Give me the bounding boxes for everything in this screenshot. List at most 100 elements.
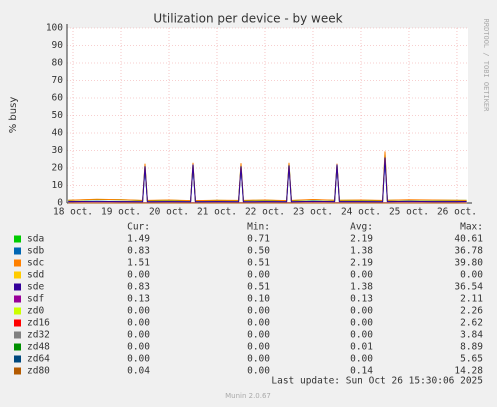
legend-label: sda [27,234,44,245]
legend-stat: 0.14 [350,366,373,377]
legend-swatch [14,295,21,303]
y-tick-label: 70 [52,75,64,86]
legend-swatch [14,259,21,267]
legend-label: sdc [27,258,44,269]
series-line [68,157,467,203]
legend-stat: 0.00 [127,318,150,329]
legend-stat: 0.51 [247,258,270,269]
legend-stat: 0.00 [247,366,270,377]
legend-swatch [14,331,21,339]
legend-stat: 39.80 [454,258,483,269]
legend-swatch [14,343,21,351]
legend-stat: 5.65 [460,354,483,365]
legend-stat: 40.61 [454,234,483,245]
footer: Munin 2.0.67 [225,392,271,400]
last-update: Last update: Sun Oct 26 15:30:06 2025 [271,376,483,387]
y-tick-label: 0 [57,198,63,209]
legend-label: sde [27,282,44,293]
legend-stat: 2.11 [460,294,483,305]
legend-stat: 2.62 [460,318,483,329]
legend-stat: 0.13 [350,294,373,305]
legend-stat: 0.00 [247,354,270,365]
legend-stat: 8.89 [460,342,483,353]
y-tick-label: 100 [46,23,63,34]
chart-title: Utilization per device - by week [153,12,342,26]
legend-stat: 0.00 [460,270,483,281]
legend-swatch [14,367,21,375]
x-tick-label: 18 oct. [53,207,93,218]
legend-label: sdd [27,270,44,281]
legend-header: Max: [460,222,483,233]
legend-swatch [14,271,21,279]
legend-stat: 0.50 [247,246,270,257]
legend-stat: 0.00 [127,330,150,341]
legend-stat: 0.00 [247,270,270,281]
y-tick-label: 20 [52,163,64,174]
legend-label: zd0 [27,306,44,317]
legend-stat: 1.38 [350,282,373,293]
legend-stat: 0.04 [127,366,150,377]
x-tick-label: 23 oct. [293,207,333,218]
x-tick-label: 25 oct. [389,207,429,218]
legend-stat: 14.28 [454,366,483,377]
x-tick-label: 26 oct. [437,207,477,218]
legend-stat: 0.51 [247,282,270,293]
legend-stat: 0.00 [350,330,373,341]
legend-stat: 0.00 [350,270,373,281]
x-tick-label: 21 oct. [197,207,237,218]
y-tick-label: 30 [52,145,64,156]
y-tick-label: 60 [52,93,64,104]
y-axis-label: % busy [8,97,19,134]
x-tick-label: 22 oct. [245,207,285,218]
legend-stat: 1.38 [350,246,373,257]
legend-stat: 0.00 [247,330,270,341]
legend-stat: 0.83 [127,246,150,257]
legend-label: zd32 [27,330,50,341]
legend-swatch [14,283,21,291]
legend-stat: 0.00 [127,270,150,281]
legend-label: zd80 [27,366,50,377]
legend-stat: 0.00 [350,306,373,317]
y-tick-label: 50 [52,110,64,121]
legend-label: zd64 [27,354,50,365]
legend-swatch [14,235,21,243]
side-label: RRDTOOL / TOBI OETIKER [482,19,490,113]
legend-stat: 0.00 [247,342,270,353]
legend-label: zd16 [27,318,50,329]
y-tick-label: 80 [52,58,64,69]
legend-stat: 0.00 [247,318,270,329]
legend-label: zd48 [27,342,50,353]
legend-header: Avg: [350,222,373,233]
legend-header: Cur: [127,222,150,233]
legend-swatch [14,307,21,315]
legend-stat: 0.00 [350,318,373,329]
y-tick-label: 40 [52,128,64,139]
legend-stat: 0.00 [127,306,150,317]
legend-stat: 0.10 [247,294,270,305]
x-tick-label: 20 oct. [149,207,189,218]
legend-stat: 2.19 [350,258,373,269]
legend-stat: 0.00 [127,342,150,353]
legend-stat: 3.84 [460,330,483,341]
legend-stat: 0.71 [247,234,270,245]
legend-stat: 0.13 [127,294,150,305]
legend-swatch [14,355,21,363]
y-tick-label: 90 [52,40,64,51]
legend-stat: 2.19 [350,234,373,245]
legend-label: sdf [27,294,44,305]
legend-swatch [14,319,21,327]
legend-stat: 2.26 [460,306,483,317]
legend-header: Min: [247,222,270,233]
legend-stat: 0.00 [247,306,270,317]
legend-label: sdb [27,246,44,257]
legend-stat: 1.51 [127,258,150,269]
legend-stat: 0.00 [350,354,373,365]
legend-stat: 1.49 [127,234,150,245]
legend-stat: 0.83 [127,282,150,293]
legend-stat: 0.01 [350,342,373,353]
legend-stat: 36.54 [454,282,483,293]
legend-stat: 0.00 [127,354,150,365]
x-tick-label: 24 oct. [341,207,381,218]
legend-swatch [14,247,21,255]
